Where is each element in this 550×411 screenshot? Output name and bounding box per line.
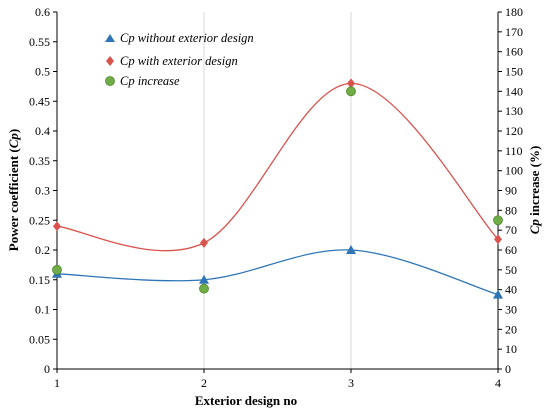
data-point-triangle	[346, 245, 356, 254]
data-point-diamond	[347, 78, 355, 89]
y-left-tick-label: 0.6	[35, 5, 50, 19]
data-point-circle	[52, 264, 62, 275]
y-right-tick-label: 140	[505, 84, 523, 98]
series-lines	[56, 82, 499, 296]
y-right-tick-label: 180	[505, 5, 523, 19]
legend-item-cp-with: Cp with exterior design	[106, 54, 238, 68]
legend-triangle-marker-icon	[105, 34, 115, 42]
y-left-tick-label: 0.45	[29, 94, 50, 108]
legend-item-cp-increase: Cp increase	[105, 74, 180, 88]
y-left-tick-label: 0.35	[29, 154, 50, 168]
x-tick-label: 1	[54, 376, 60, 390]
y-left-tick-label: 0.4	[35, 124, 50, 138]
y-left-tick-label: 0.25	[29, 213, 50, 227]
y-left-tick-label: 0.3	[35, 184, 50, 198]
data-point-triangle	[493, 289, 503, 299]
data-point-circle	[346, 86, 356, 97]
data-point-circle	[493, 215, 503, 226]
legend-label-cp-without: Cp without exterior design	[120, 31, 254, 45]
legend-circle-marker-icon	[105, 76, 115, 86]
y-left-tick-label: 0.1	[35, 303, 50, 317]
y-right-tick-label: 80	[505, 203, 517, 217]
data-point-diamond	[494, 234, 502, 245]
y-right-tick-label: 130	[505, 104, 523, 118]
y-right-tick-label: 70	[505, 223, 517, 237]
legend-label-cp-with: Cp with exterior design	[120, 54, 238, 68]
data-point-diamond	[53, 221, 61, 232]
y-right-tick-label: 90	[505, 184, 517, 198]
y-right-tick-label: 50	[505, 263, 517, 277]
series-line-0	[56, 249, 499, 296]
x-axis-title: Exterior design no	[195, 393, 297, 408]
y-left-tick-label: 0.55	[29, 35, 50, 49]
legend-label-cp-increase: Cp increase	[120, 74, 180, 88]
y-right-tick-label: 30	[505, 303, 517, 317]
series-line-1	[56, 82, 499, 252]
legend-diamond-marker-icon	[106, 56, 114, 66]
data-point-triangle	[199, 274, 209, 284]
y-right-tick-label: 160	[505, 45, 523, 59]
y-left-tick-label: 0.05	[29, 332, 50, 346]
legend: Cp without exterior design Cp with exter…	[105, 31, 254, 88]
y-right-tick-label: 110	[505, 144, 523, 158]
x-tick-label: 4	[495, 376, 501, 390]
y-right-tick-label: 100	[505, 164, 523, 178]
y-right-axis-title: Cp increase (%)	[527, 146, 542, 235]
y-right-tick-label: 60	[505, 243, 517, 257]
series-markers	[52, 78, 503, 299]
x-tick-labels: 1 2 3 4	[54, 376, 501, 390]
y-left-tick-label: 0.5	[35, 65, 50, 79]
x-tick-label: 3	[348, 376, 354, 390]
data-point-circle	[199, 283, 209, 294]
y-left-tick-label: 0.2	[35, 243, 50, 257]
y-right-tick-label: 120	[505, 124, 523, 138]
gridlines	[203, 12, 352, 369]
y-left-tick-labels: 0 0.05 0.1 0.15 0.2 0.25 0.3 0.35 0.4 0.45 0.5 0.55…	[29, 5, 50, 376]
y-left-tick-label: 0	[44, 362, 50, 376]
y-right-tick-label: 170	[505, 25, 523, 39]
y-right-tick-label: 150	[505, 65, 523, 79]
y-right-tick-label: 0	[505, 362, 511, 376]
legend-item-cp-without: Cp without exterior design	[105, 31, 254, 45]
y-right-tick-label: 40	[505, 283, 517, 297]
x-tick-label: 2	[201, 376, 207, 390]
y-right-tick-label: 20	[505, 322, 517, 336]
y-left-tick-label: 0.15	[29, 273, 50, 287]
y-left-axis-title: Power coefficient (Cp)	[6, 129, 21, 252]
y-right-tick-labels: 0 10 20 30 40 50 60 70 80 90 100 110 120 130 140 150 160…	[505, 5, 523, 376]
y-right-tick-label: 10	[505, 342, 517, 356]
axes	[53, 11, 502, 373]
data-point-diamond	[200, 237, 208, 248]
